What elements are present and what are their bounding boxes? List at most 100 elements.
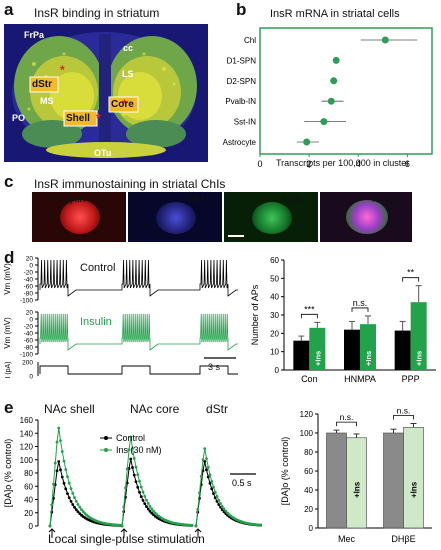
panel-b-dotplot: 0 2 4 6 Chl D1-SPN D2-SPN Pvalb-IN Sst-IN Astrocy… bbox=[223, 27, 433, 169]
core-ins-point bbox=[141, 490, 145, 494]
core-ins-point bbox=[190, 523, 194, 527]
y-tick-label: 120 bbox=[300, 410, 314, 419]
core-ins-point bbox=[150, 507, 154, 511]
vm-tick-label: -100 bbox=[20, 352, 33, 359]
plot-frame bbox=[259, 27, 433, 155]
x-tick-label: 4 bbox=[356, 159, 361, 169]
shell-control-point bbox=[59, 468, 62, 472]
y-tick-label: 100 bbox=[300, 429, 314, 438]
significance-label: n.s. bbox=[397, 406, 411, 416]
dstr-ins-point bbox=[199, 474, 203, 478]
brain-section-image: * * * bbox=[4, 24, 208, 162]
merge-tile: Merge bbox=[320, 192, 412, 242]
trace-label-control: Control bbox=[80, 262, 116, 274]
significance-label: ** bbox=[407, 268, 415, 278]
legend-label: Ins (30 nM) bbox=[116, 445, 162, 455]
panel-c-letter: c bbox=[4, 172, 14, 191]
dstr-ins-point bbox=[226, 511, 229, 515]
y-tick-label: 0 bbox=[275, 366, 280, 375]
shell-ins-line bbox=[49, 427, 121, 527]
core-control-point bbox=[138, 490, 141, 494]
core-ins-point bbox=[131, 447, 134, 450]
core-ins-point bbox=[132, 457, 136, 460]
dstr-ins-point bbox=[215, 495, 219, 498]
y-tick-label: 20 bbox=[304, 505, 313, 514]
core-ins-point bbox=[139, 485, 143, 489]
vm-tick-label: -20 bbox=[24, 270, 34, 277]
shell-ins-point bbox=[50, 503, 54, 507]
panel-b-xlabel: Transcripts per 100,000 in cluster bbox=[276, 158, 410, 168]
insr-label: InsR bbox=[282, 194, 303, 205]
dstr-ins-point bbox=[220, 505, 224, 508]
core-ins-point bbox=[134, 465, 138, 469]
dstr-control-point bbox=[210, 487, 214, 491]
panel-b-letter: b bbox=[236, 0, 247, 19]
shell-ins-point bbox=[62, 459, 66, 463]
vm-tick-label: -60 bbox=[24, 338, 34, 345]
core-ins-point bbox=[148, 505, 152, 508]
y-tick-label: 30 bbox=[270, 311, 279, 320]
stim-arrow bbox=[194, 528, 202, 538]
shell-ins-point bbox=[64, 468, 68, 471]
y-tick-label: 40 bbox=[24, 496, 33, 505]
bar bbox=[309, 327, 326, 370]
category-label: Mec bbox=[338, 534, 356, 544]
vm-tick-label: 20 bbox=[26, 256, 34, 263]
vm-tick-label: 0 bbox=[29, 317, 33, 324]
dstr-ins-point bbox=[219, 502, 222, 505]
core-control-point bbox=[129, 457, 133, 461]
y-tick-label: 60 bbox=[304, 467, 313, 476]
shell-ins-point bbox=[71, 491, 75, 495]
region-label-ls: LS bbox=[122, 69, 134, 79]
insulin-trace bbox=[39, 313, 238, 351]
category-label: Chl bbox=[244, 36, 256, 45]
control-trace bbox=[39, 259, 238, 297]
dstr-ins-point bbox=[194, 524, 198, 528]
shell-ins-point bbox=[78, 505, 82, 509]
dstr-ins-point bbox=[261, 523, 262, 527]
shell-control-point bbox=[60, 475, 64, 479]
shell-control-point bbox=[76, 510, 80, 514]
vm-tick-label: -60 bbox=[24, 284, 34, 291]
significance-label: n.s. bbox=[353, 298, 368, 308]
core-ins-point bbox=[122, 505, 126, 509]
bar bbox=[394, 330, 411, 370]
data-point bbox=[332, 56, 340, 64]
bar bbox=[360, 324, 376, 370]
y-tick-label: 40 bbox=[270, 293, 279, 302]
significance-label: *** bbox=[304, 304, 315, 314]
dstr-ins-point bbox=[208, 473, 212, 477]
shell-control-point bbox=[73, 505, 76, 509]
dstr-control-point bbox=[205, 468, 208, 472]
shell-control-point bbox=[57, 460, 61, 463]
shell-ins-point bbox=[69, 487, 73, 490]
y-axis-label: [DA]o (% control) bbox=[3, 439, 13, 508]
svg-text:*: * bbox=[122, 97, 127, 111]
y-tick-label: 40 bbox=[304, 486, 313, 495]
core-ins-point bbox=[127, 448, 131, 452]
x-tick-label: 6 bbox=[405, 159, 410, 169]
x-tick-label: 0 bbox=[257, 159, 262, 169]
region-label-frpa: FrPa bbox=[24, 30, 45, 40]
legend-marker bbox=[104, 436, 108, 440]
region-label-shell: Shell bbox=[66, 113, 90, 124]
core-ins-point bbox=[129, 435, 133, 439]
core-control-point bbox=[132, 473, 136, 477]
vm-tick-label: 20 bbox=[26, 310, 34, 317]
significance-bracket bbox=[351, 307, 369, 312]
shell-ins-point bbox=[60, 450, 64, 453]
core-control-point bbox=[125, 481, 129, 485]
shell-ins-point bbox=[66, 475, 69, 479]
data-point bbox=[327, 97, 335, 105]
region-label-po: PO bbox=[12, 113, 26, 123]
category-label: Pvalb-IN bbox=[225, 97, 256, 106]
significance-bracket bbox=[393, 415, 414, 420]
dstr-ins-point bbox=[201, 458, 205, 462]
dstr-ins-point bbox=[217, 498, 221, 502]
region-label-dstr: dStr bbox=[32, 79, 52, 90]
core-control-point bbox=[145, 505, 148, 508]
y-tick-label: 0 bbox=[29, 522, 34, 531]
shell-control-point bbox=[67, 496, 71, 500]
bar bbox=[344, 329, 360, 370]
data-point bbox=[303, 138, 311, 146]
